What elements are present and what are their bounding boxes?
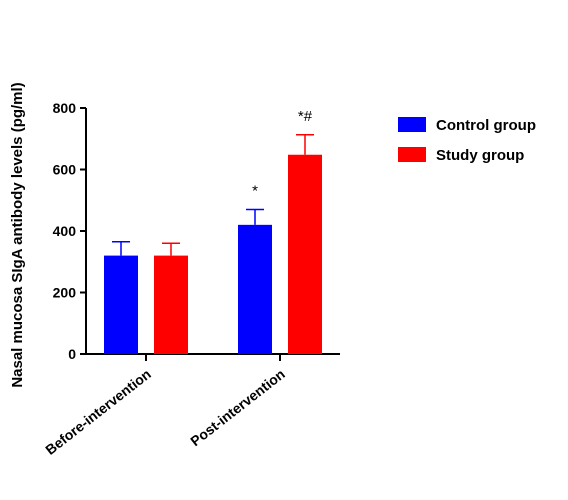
legend: Control group Study group (398, 117, 536, 164)
bar (288, 154, 322, 354)
legend-label: Study group (436, 147, 524, 164)
x-tick-label: Post-intervention (187, 366, 288, 449)
y-tick-label: 200 (53, 285, 77, 301)
y-tick-label: 800 (53, 100, 77, 116)
bars: * *# (104, 108, 322, 354)
x-axis: Before-intervention Post-intervention (42, 353, 340, 458)
legend-label: Control group (436, 117, 536, 134)
y-axis-title: Nasal mucosa SIgA antibody levels (pg/ml… (9, 82, 26, 387)
bar (238, 224, 272, 354)
significance-label: * (252, 182, 258, 199)
y-tick-label: 0 (68, 346, 76, 362)
x-tick-label: Before-intervention (42, 366, 154, 458)
significance-label: *# (298, 108, 313, 125)
y-axis: 0 200 400 600 800 (53, 100, 87, 362)
y-tick-label: 600 (53, 162, 77, 178)
legend-swatch (398, 147, 426, 162)
y-tick-label: 400 (53, 223, 77, 239)
bar (154, 255, 188, 354)
legend-swatch (398, 117, 426, 132)
bar (104, 255, 138, 354)
